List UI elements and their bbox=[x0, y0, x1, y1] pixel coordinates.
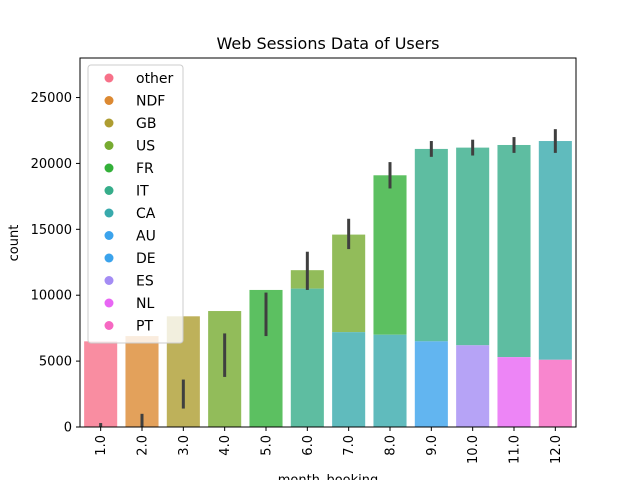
y-tick-label: 15000 bbox=[31, 223, 72, 238]
legend-label: NDF bbox=[136, 94, 165, 110]
legend-marker bbox=[104, 141, 114, 150]
bar-8.0 bbox=[373, 334, 407, 427]
x-tick-label: 9.0 bbox=[425, 435, 440, 456]
chart-title: Web Sessions Data of Users bbox=[216, 34, 439, 53]
legend-marker bbox=[104, 163, 114, 173]
y-tick-label: 20000 bbox=[31, 157, 72, 172]
bar-upper-7.0 bbox=[332, 234, 366, 333]
legend-marker bbox=[104, 96, 114, 105]
legend-label: CA bbox=[136, 206, 156, 222]
legend-marker bbox=[104, 208, 114, 218]
y-tick-label: 10000 bbox=[31, 289, 72, 304]
legend-marker bbox=[104, 118, 114, 128]
legend-marker bbox=[104, 321, 114, 330]
y-axis: 0 5000 10000 15000 20000 25000 bbox=[31, 91, 80, 436]
bar-upper-10.0 bbox=[456, 147, 490, 346]
legend-label: IT bbox=[136, 184, 149, 200]
legend-label: other bbox=[136, 71, 174, 87]
y-tick-label: 25000 bbox=[31, 91, 72, 106]
error-bars-layer bbox=[99, 129, 557, 427]
plot-frame bbox=[79, 57, 577, 428]
y-axis-label: count bbox=[7, 225, 22, 262]
x-tick-label: 4.0 bbox=[218, 435, 233, 456]
y-tick-label: 0 bbox=[64, 421, 72, 436]
bar-12.0 bbox=[538, 359, 572, 427]
bar-upper-11.0 bbox=[497, 144, 531, 358]
legend-marker bbox=[104, 276, 114, 285]
x-tick-label: 3.0 bbox=[177, 435, 192, 456]
legend-label: DE bbox=[136, 251, 156, 267]
legend-box bbox=[87, 64, 184, 344]
legend-label: GB bbox=[136, 116, 156, 132]
x-tick-label: 8.0 bbox=[384, 435, 399, 456]
x-tick-label: 10.0 bbox=[466, 435, 481, 464]
legend-label: FR bbox=[136, 161, 154, 177]
x-axis: 1.0 2.0 3.0 4.0 5.0 6.0 7.0 8.0 9.0 10.0 11.0 12.0 bbox=[94, 427, 564, 464]
bar-7.0 bbox=[332, 332, 366, 427]
legend-label: NL bbox=[136, 296, 154, 312]
bar-6.0 bbox=[290, 288, 324, 427]
x-tick-label: 12.0 bbox=[549, 435, 564, 464]
legend-marker bbox=[104, 298, 114, 308]
bar-upper-12.0 bbox=[538, 141, 572, 360]
legend-marker bbox=[104, 73, 114, 83]
bar-upper-8.0 bbox=[373, 175, 407, 335]
legend-label: PT bbox=[136, 319, 153, 335]
bar-9.0 bbox=[414, 341, 448, 427]
x-axis-label: month_booking bbox=[278, 473, 378, 480]
bar-upper-9.0 bbox=[414, 148, 448, 342]
bars-layer bbox=[84, 141, 572, 427]
legend-marker bbox=[104, 231, 114, 240]
x-tick-label: 2.0 bbox=[136, 435, 151, 456]
bar-10.0 bbox=[456, 345, 490, 427]
legend-label: US bbox=[136, 139, 155, 155]
legend: other NDF GB US FR IT CA AU DE ES NL PT bbox=[87, 64, 184, 344]
y-tick-label: 5000 bbox=[39, 355, 72, 370]
x-tick-label: 7.0 bbox=[342, 435, 357, 456]
x-tick-label: 5.0 bbox=[260, 435, 275, 456]
legend-marker bbox=[104, 186, 114, 195]
bar-1.0 bbox=[84, 341, 118, 427]
x-tick-label: 6.0 bbox=[301, 435, 316, 456]
x-tick-label: 1.0 bbox=[94, 435, 109, 456]
legend-label: ES bbox=[136, 274, 154, 290]
bar-11.0 bbox=[497, 357, 531, 427]
legend-label: AU bbox=[136, 229, 156, 245]
bar-2.0 bbox=[125, 336, 159, 427]
legend-marker bbox=[104, 253, 114, 263]
x-tick-label: 11.0 bbox=[508, 435, 523, 464]
